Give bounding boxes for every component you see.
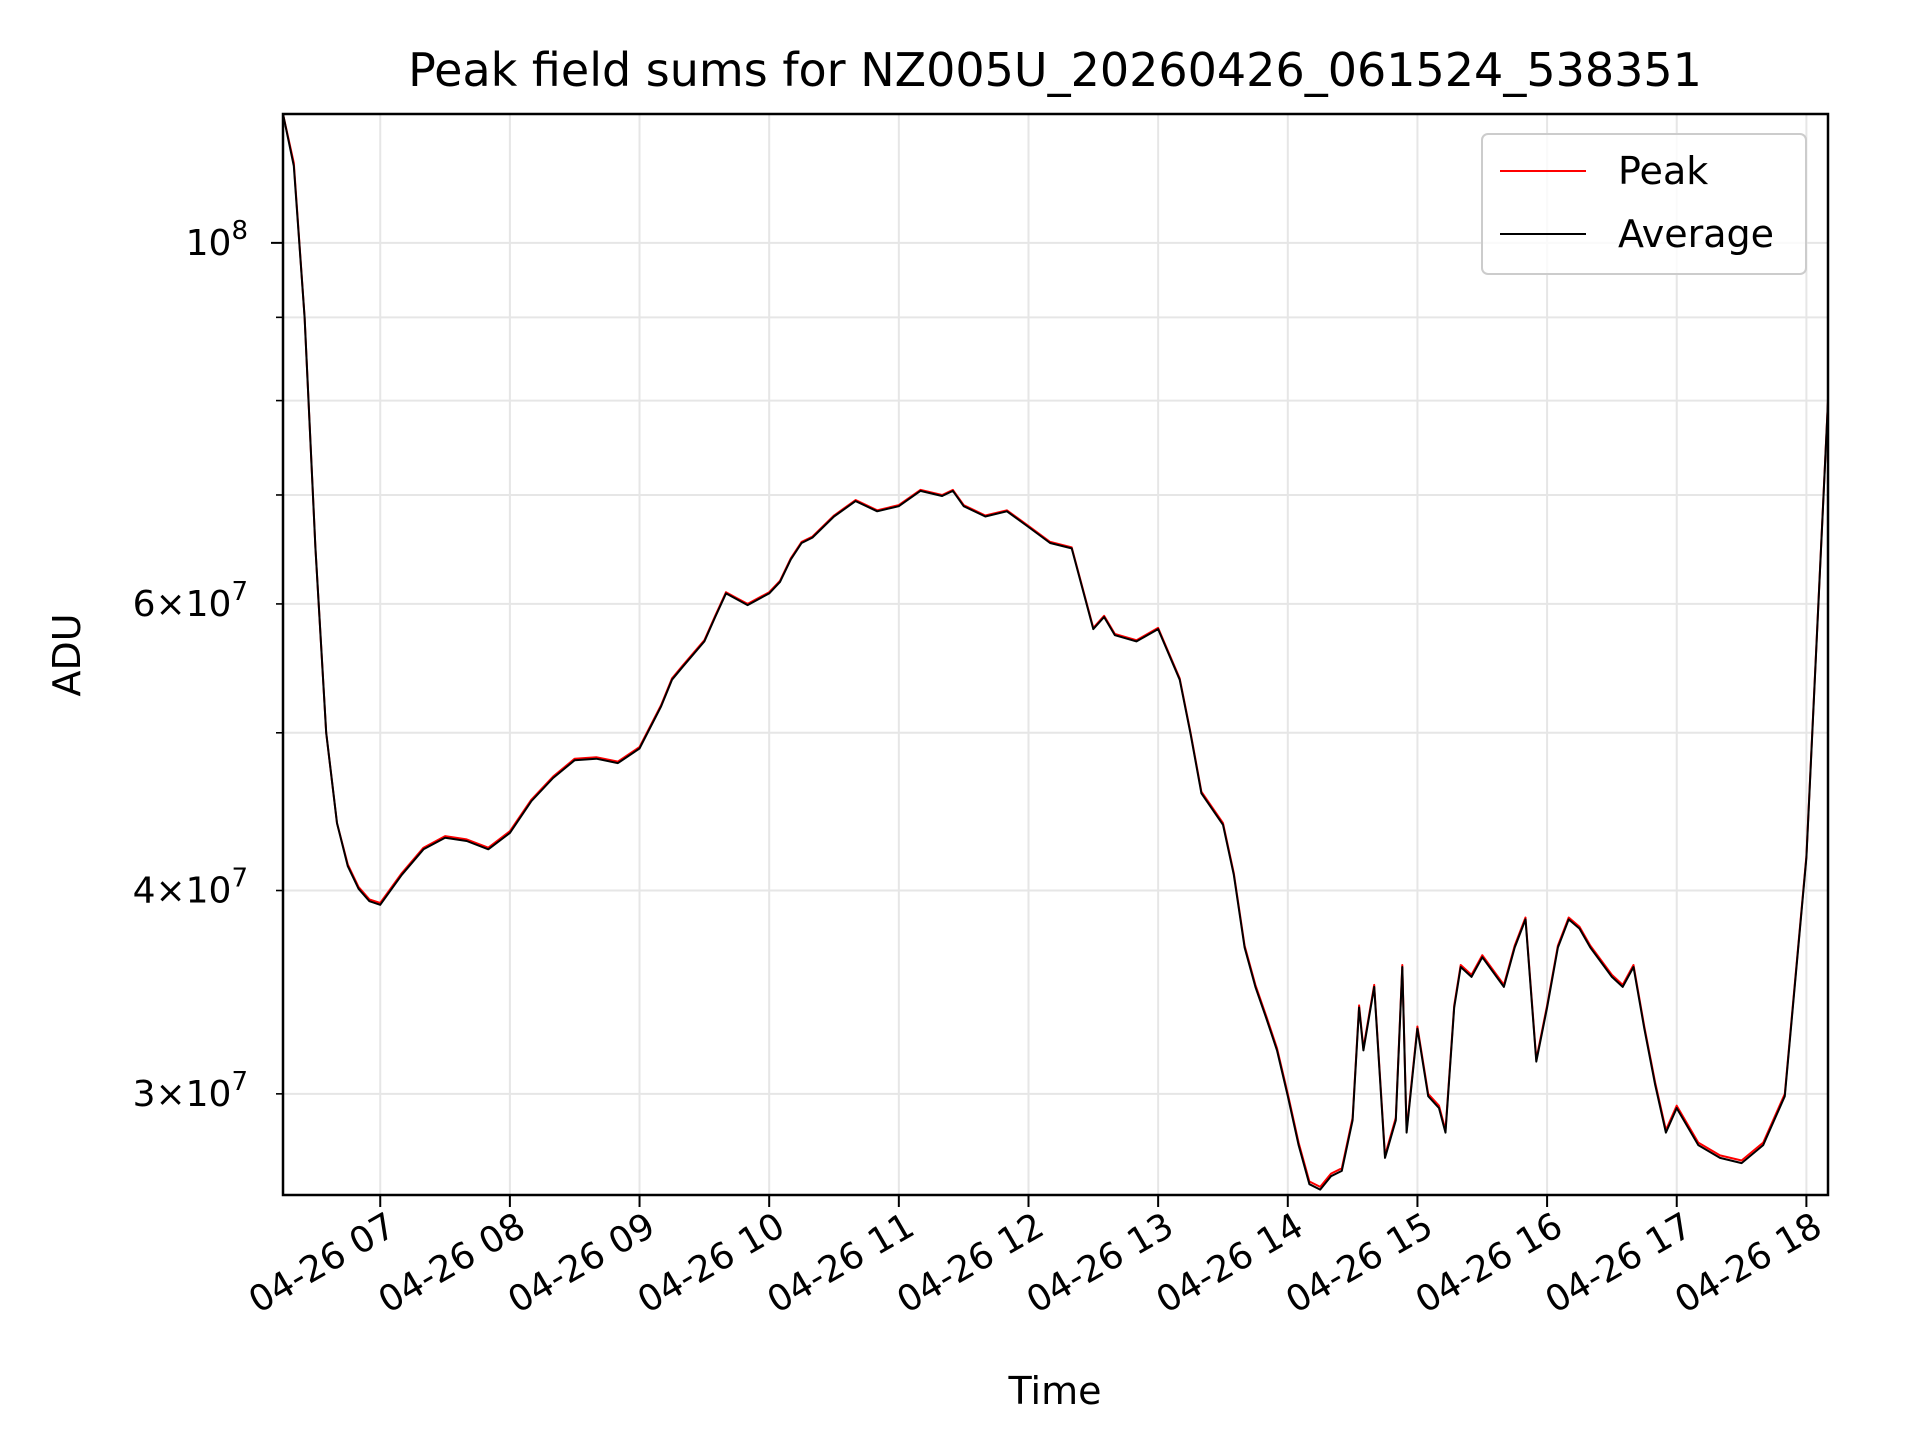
y-tick-mantissa: 3 [133, 1074, 156, 1115]
y-tick-exponent: 7 [231, 864, 248, 894]
y-tick-label: 3×107 [133, 1067, 248, 1115]
legend: Peak Average [1481, 133, 1807, 275]
y-tick-base: 10 [186, 223, 232, 264]
y-tick-times: × [155, 1074, 185, 1115]
x-axis-label: Time [1008, 1369, 1102, 1413]
y-tick-exponent: 7 [231, 577, 248, 607]
y-tick-label: 108 [186, 216, 248, 264]
series-lines [283, 114, 1828, 1191]
y-tick-exponent: 7 [231, 1067, 248, 1097]
chart-title: Peak field sums for NZ005U_20260426_0615… [408, 43, 1702, 97]
y-tick-mantissa: 4 [133, 871, 156, 912]
y-tick-times: × [155, 584, 185, 625]
y-tick-mantissa: 6 [133, 584, 156, 625]
y-tick-exponent: 8 [231, 216, 248, 246]
y-axis-label: ADU [45, 613, 89, 696]
legend-label-average: Average [1618, 212, 1774, 256]
plot-frame [281, 112, 1830, 1197]
y-tick-label: 4×107 [133, 864, 248, 912]
y-tick-base: 10 [186, 871, 232, 912]
y-tick-times: × [155, 871, 185, 912]
legend-label-peak: Peak [1618, 149, 1708, 193]
y-tick-base: 10 [186, 584, 232, 625]
y-tick-base: 10 [186, 1074, 232, 1115]
legend-box [1481, 133, 1807, 275]
series-line-average [283, 114, 1828, 1191]
y-tick-label: 6×107 [133, 577, 248, 625]
